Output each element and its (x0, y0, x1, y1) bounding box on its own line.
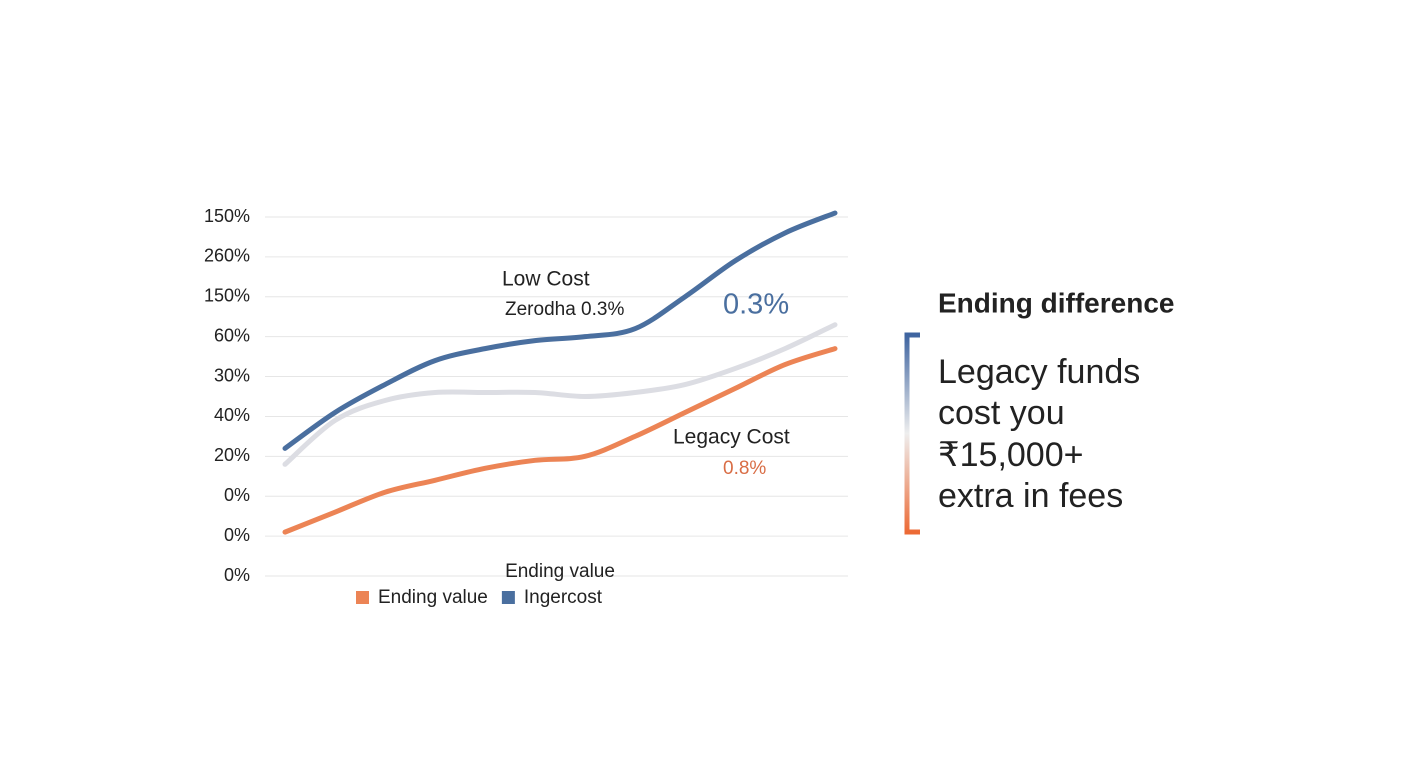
y-tick-label: 20% (214, 445, 250, 465)
y-tick-label: 0% (224, 485, 250, 505)
y-tick-label: 60% (214, 325, 250, 345)
legend-swatch (501, 591, 515, 604)
y-tick-label: 150% (204, 206, 250, 226)
bracket (904, 332, 920, 535)
legend: Ending value Ingercost (356, 587, 603, 608)
y-tick-label: 260% (204, 246, 250, 266)
series-line (282, 346, 838, 535)
series-line (282, 210, 838, 451)
y-tick-label: 30% (214, 365, 250, 385)
legend-swatch (356, 591, 369, 604)
annotation: Legacy Cost (673, 426, 790, 449)
panel-text: ₹15,000+ (938, 436, 1083, 474)
annotation: Zerodha 0.3% (505, 299, 624, 320)
panel-text: Legacy funds (938, 353, 1140, 391)
legend-label: Ingercost (524, 587, 603, 608)
y-tick-label: 0% (224, 525, 250, 545)
panel-text: cost you (938, 394, 1065, 432)
annotation: Low Cost (502, 268, 590, 291)
panel-title: Ending difference (938, 287, 1174, 318)
legend-title: Ending value (505, 561, 615, 582)
panel-text: extra in fees (938, 477, 1123, 515)
annotation: 0.8% (723, 458, 766, 479)
annotation: 0.3% (723, 289, 789, 321)
series-line (282, 322, 838, 467)
y-tick-label: 150% (204, 286, 250, 306)
legend-label: Ending value (378, 587, 488, 608)
y-tick-label: 0% (224, 565, 250, 585)
y-tick-label: 40% (214, 405, 250, 425)
